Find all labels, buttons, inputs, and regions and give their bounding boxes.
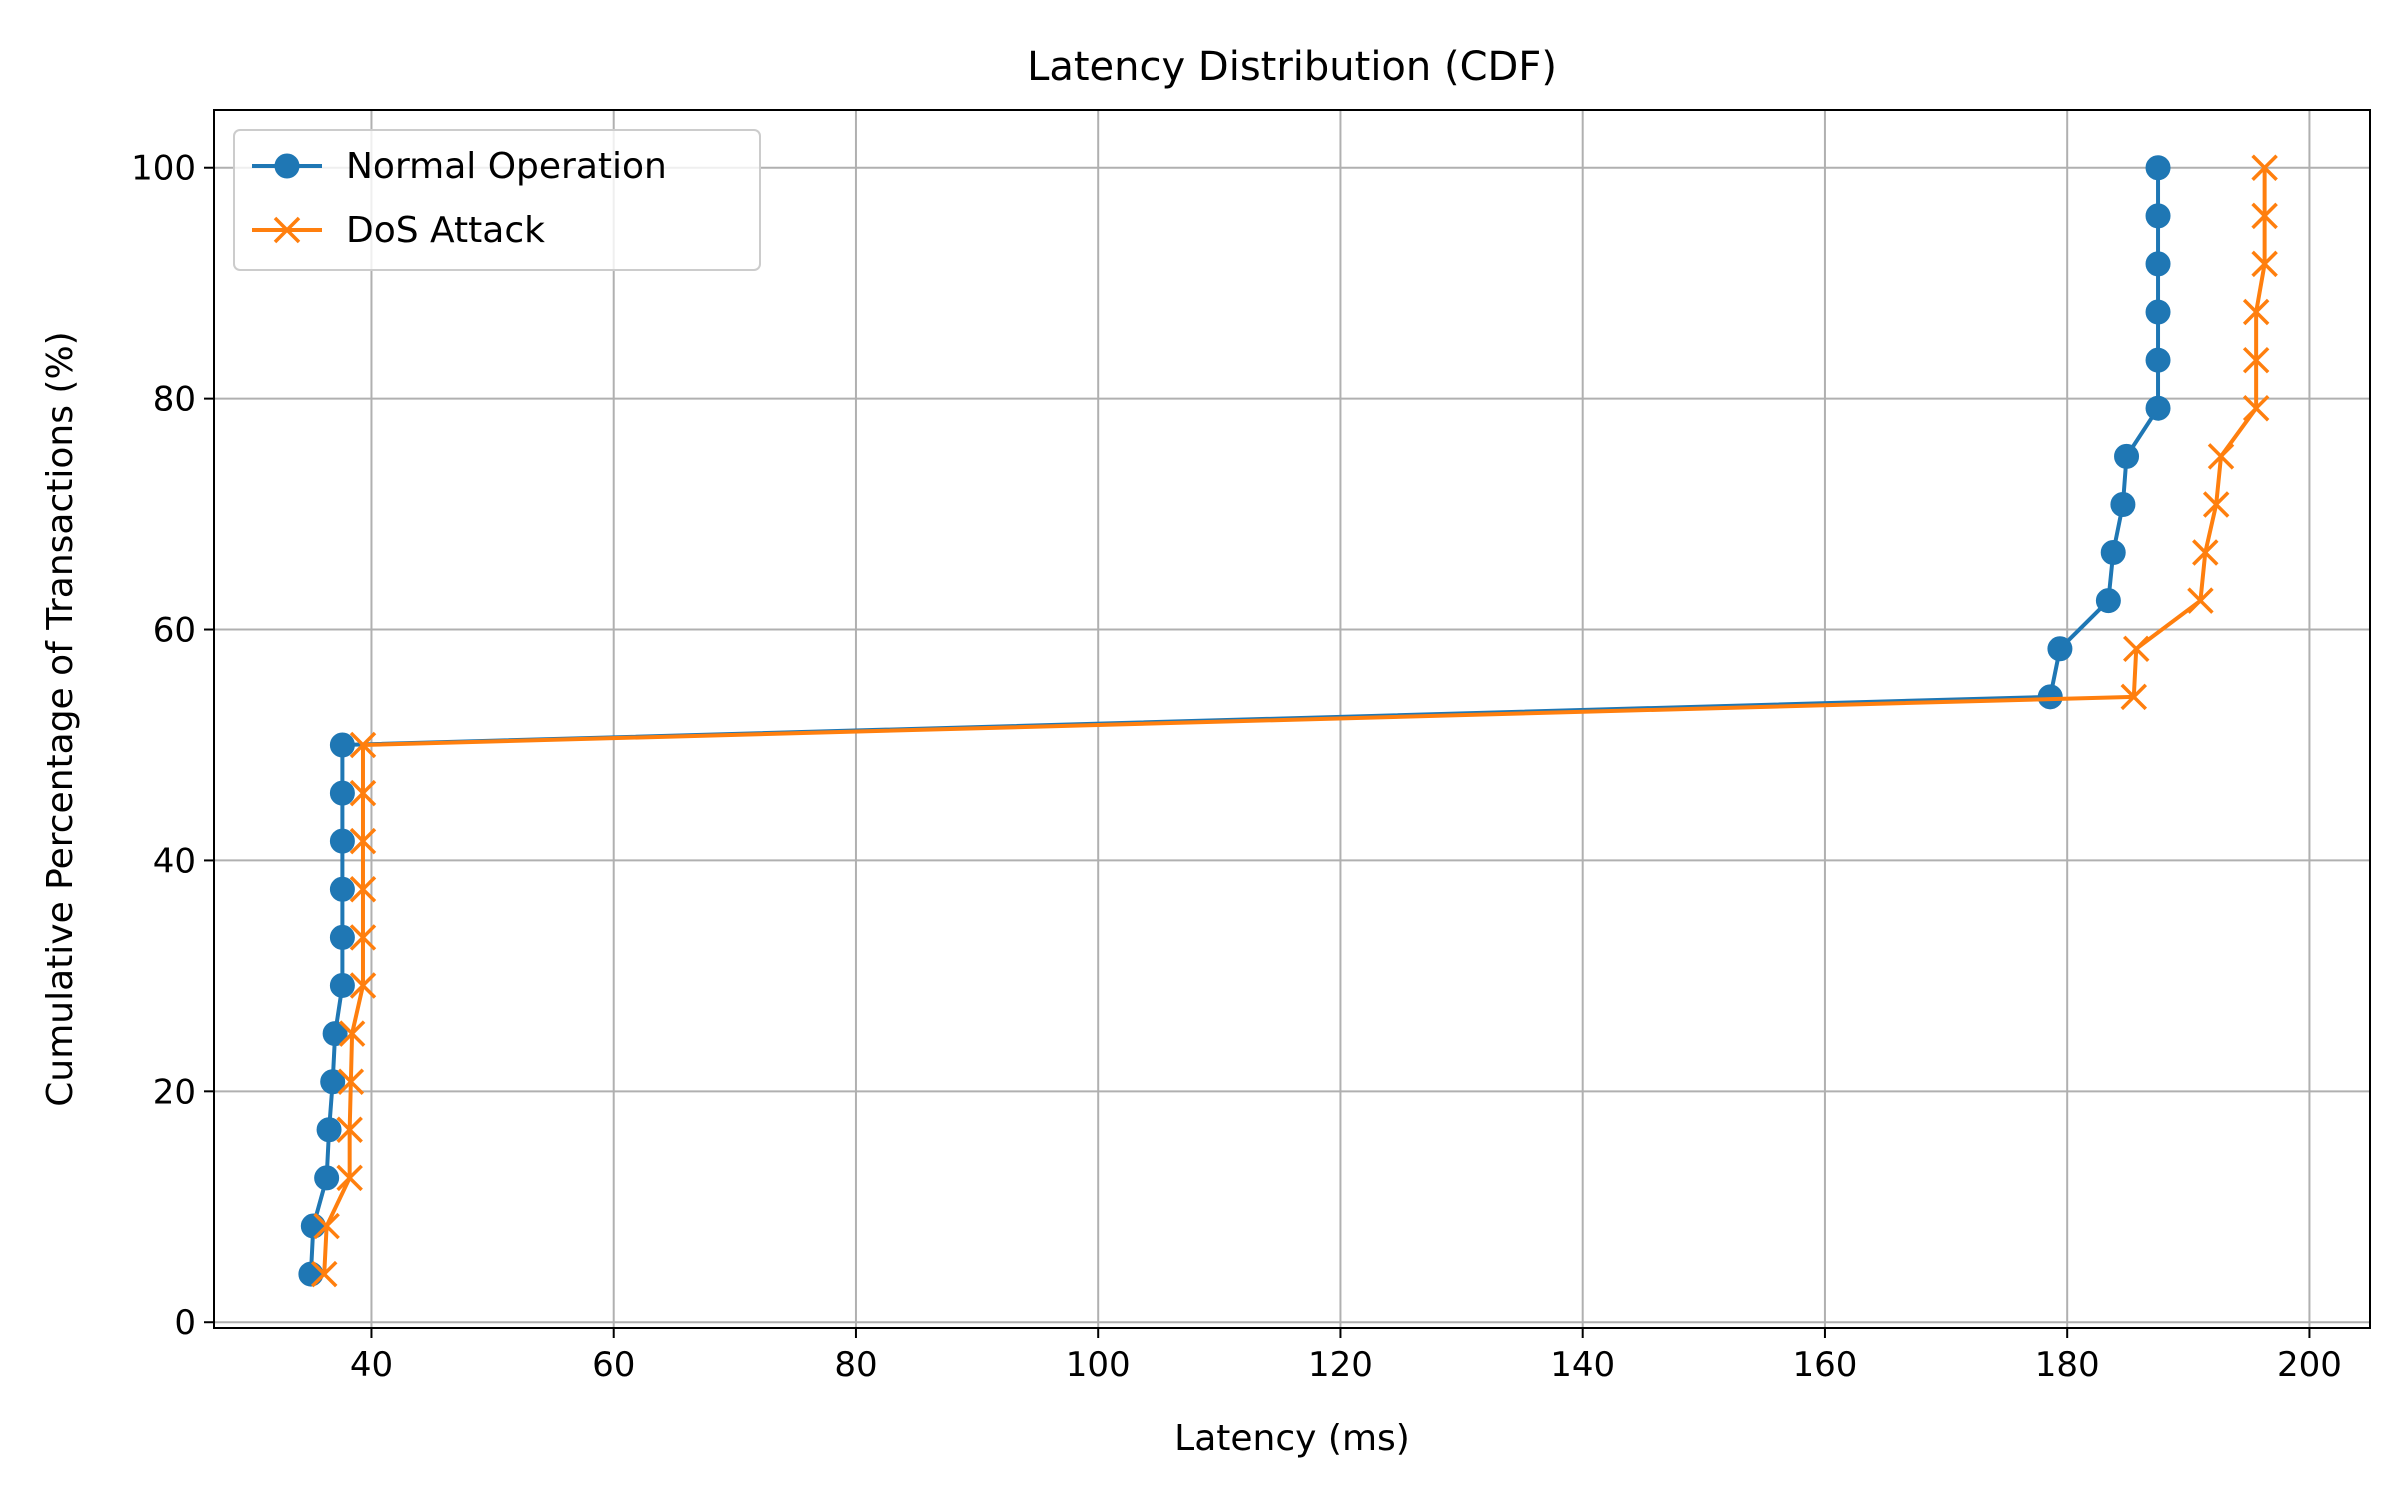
- data-point: [2120, 683, 2148, 711]
- data-point: [2251, 154, 2278, 181]
- data-point: [349, 731, 377, 759]
- x-tick-label: 200: [2277, 1345, 2342, 1385]
- data-point: [2110, 491, 2136, 517]
- data-point: [329, 780, 355, 806]
- data-point: [2145, 347, 2171, 373]
- data-point: [2145, 155, 2171, 181]
- data-point: [329, 876, 355, 902]
- data-point: [316, 1117, 342, 1143]
- x-tick-label: 180: [2035, 1345, 2100, 1385]
- axis-ticks: 40 60 80 100 120 140 160 180 200 0 20 40 60 80 100: [131, 149, 2342, 1385]
- data-point: [349, 876, 377, 903]
- data-point: [2145, 299, 2171, 325]
- x-tick-label: 40: [350, 1345, 393, 1385]
- data-point: [2187, 587, 2214, 614]
- data-point: [2114, 443, 2140, 469]
- data-point: [329, 732, 355, 758]
- series-line: [322, 167, 2267, 1275]
- y-tick-label: 0: [174, 1303, 196, 1343]
- legend: Normal Operation DoS Attack: [233, 129, 761, 271]
- data-point: [336, 1116, 363, 1144]
- data-point: [320, 1069, 346, 1095]
- x-axis-label: Latency (ms): [1174, 1418, 1410, 1459]
- data-point: [349, 779, 377, 807]
- data-point: [338, 1020, 366, 1047]
- data-point: [2145, 395, 2171, 421]
- x-tick-label: 140: [1550, 1345, 1615, 1385]
- data-point: [2145, 251, 2171, 277]
- data-point: [329, 924, 355, 950]
- plot-area: [298, 154, 2278, 1288]
- data-point: [2202, 491, 2230, 518]
- data-point: [2095, 588, 2121, 614]
- data-point: [329, 972, 355, 998]
- legend-item: DoS Attack: [252, 210, 545, 251]
- y-tick-label: 80: [153, 380, 196, 420]
- data-point: [349, 924, 377, 951]
- data-point: [336, 1164, 363, 1192]
- data-point: [313, 1212, 340, 1240]
- data-point: [298, 1261, 324, 1287]
- data-point: [329, 828, 355, 854]
- data-point: [2242, 298, 2270, 326]
- data-point: [2251, 250, 2278, 278]
- data-point: [2145, 203, 2171, 229]
- x-tick-label: 160: [1792, 1345, 1857, 1385]
- legend-box: [233, 129, 761, 271]
- data-point: [2192, 539, 2219, 566]
- data-point: [2037, 684, 2063, 710]
- data-point: [300, 1213, 326, 1239]
- axes-frame: [213, 109, 2371, 1329]
- x-tick-label: 120: [1308, 1345, 1373, 1385]
- data-point: [322, 1021, 348, 1047]
- legend-label: DoS Attack: [346, 210, 545, 251]
- data-point: [349, 827, 377, 855]
- data-point: [2122, 635, 2150, 663]
- data-point: [349, 972, 377, 999]
- y-axis-label: Cumulative Percentage of Transactions (%…: [40, 331, 81, 1106]
- grid: [214, 110, 2370, 1328]
- data-point: [2251, 202, 2278, 230]
- data-point: [2207, 443, 2235, 470]
- data-point: [2047, 636, 2073, 662]
- series-dos-attack: [310, 154, 2278, 1288]
- y-tick-label: 60: [153, 611, 196, 651]
- legend-item: Normal Operation: [252, 146, 667, 187]
- y-tick-label: 40: [153, 841, 196, 881]
- y-tick-label: 20: [153, 1072, 196, 1112]
- data-point: [2242, 394, 2270, 422]
- x-tick-label: 80: [834, 1345, 877, 1385]
- x-tick-label: 60: [592, 1345, 635, 1385]
- x-tick-label: 100: [1066, 1345, 1131, 1385]
- legend-marker: [274, 153, 300, 179]
- data-point: [2100, 540, 2126, 566]
- data-point: [314, 1165, 340, 1191]
- data-point: [310, 1260, 338, 1288]
- data-point: [2242, 346, 2270, 374]
- legend-marker: [273, 216, 301, 244]
- chart-title: Latency Distribution (CDF): [1027, 44, 1557, 90]
- data-point: [337, 1068, 365, 1095]
- legend-label: Normal Operation: [346, 146, 667, 187]
- y-tick-label: 100: [131, 149, 196, 189]
